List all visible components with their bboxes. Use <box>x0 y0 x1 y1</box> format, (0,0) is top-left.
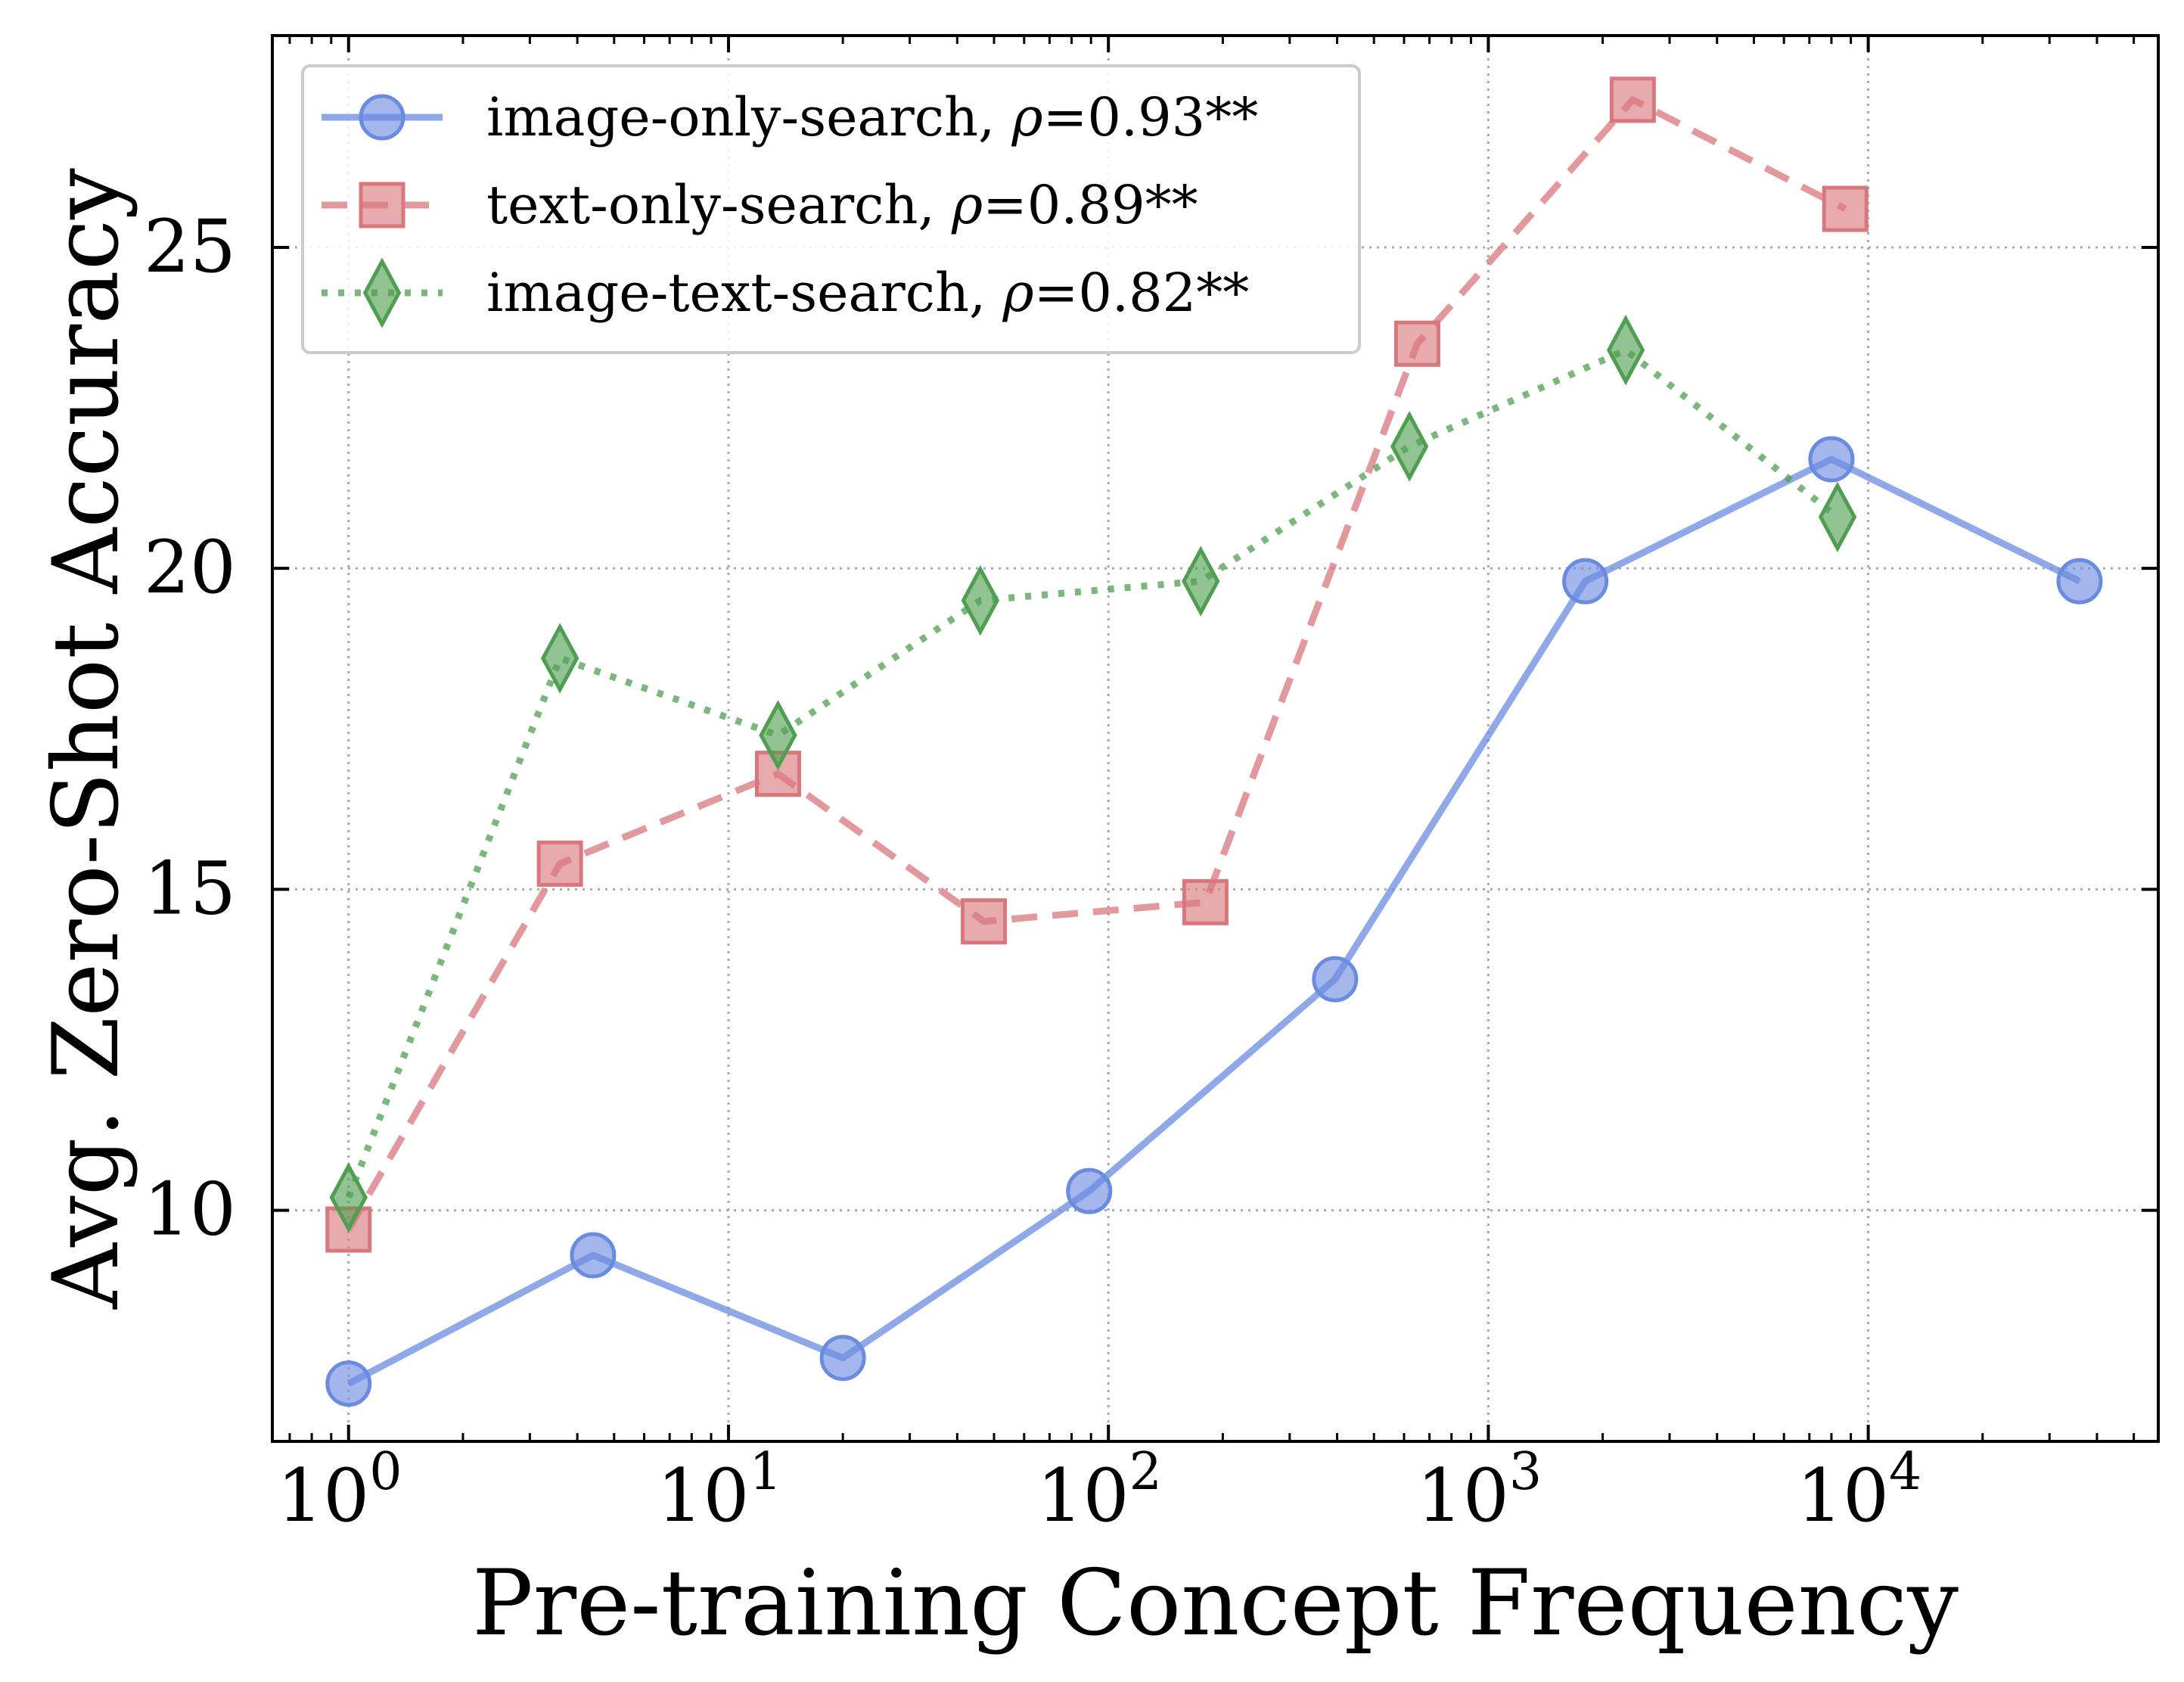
data-point-circle <box>570 1232 617 1279</box>
data-point-circle <box>1808 436 1855 483</box>
series-line <box>345 347 1840 1199</box>
data-point-square <box>359 182 405 229</box>
data-point-circle <box>1562 558 1609 605</box>
data-point-diamond <box>759 700 797 771</box>
data-point-diamond <box>961 564 999 636</box>
y-tick-label: 25 <box>144 204 236 289</box>
data-point-diamond <box>1818 481 1857 552</box>
data-point-diamond <box>1182 546 1220 617</box>
legend-label: image-text-search, ρ=0.82** <box>486 262 1249 324</box>
data-point-circle <box>359 94 405 141</box>
series-layer <box>325 76 2103 1407</box>
y-tick-label: 10 <box>144 1167 236 1252</box>
legend-entry: text-only-search, ρ=0.89** <box>322 174 1198 236</box>
y-tick-label: 20 <box>144 525 236 610</box>
x-axis-label: Pre-training Concept Frequency <box>472 1551 1959 1656</box>
y-axis-label: Avg. Zero-Shot Accuracy <box>34 168 139 1310</box>
data-point-diamond <box>1606 315 1645 386</box>
data-point-square <box>1822 185 1869 232</box>
data-point-diamond <box>1390 411 1429 482</box>
legend-entry: image-only-search, ρ=0.93** <box>322 86 1258 148</box>
data-point-square <box>1609 76 1656 123</box>
legend-box <box>301 64 1361 354</box>
data-point-diamond <box>329 1161 368 1233</box>
data-point-square <box>961 898 1008 945</box>
data-point-square <box>536 840 583 887</box>
data-point-diamond <box>540 623 579 694</box>
data-point-circle <box>2056 558 2103 605</box>
legend-label: image-only-search, ρ=0.93** <box>486 86 1258 148</box>
data-point-square <box>1182 878 1229 925</box>
legend-label: text-only-search, ρ=0.89** <box>486 174 1198 236</box>
legend-entry: image-text-search, ρ=0.82** <box>322 257 1249 328</box>
data-point-square <box>1393 320 1440 367</box>
series-image-text-search <box>329 315 1857 1233</box>
data-point-circle <box>819 1335 866 1382</box>
plot-frame <box>271 34 2160 1443</box>
data-point-circle <box>1312 956 1359 1003</box>
data-point-diamond <box>362 257 402 328</box>
data-point-circle <box>325 1360 372 1407</box>
y-tick-label: 15 <box>144 846 236 931</box>
series-line <box>345 96 1847 1232</box>
data-point-circle <box>1066 1167 1113 1214</box>
legend: image-only-search, ρ=0.93** text-only-sea… <box>301 64 1361 354</box>
